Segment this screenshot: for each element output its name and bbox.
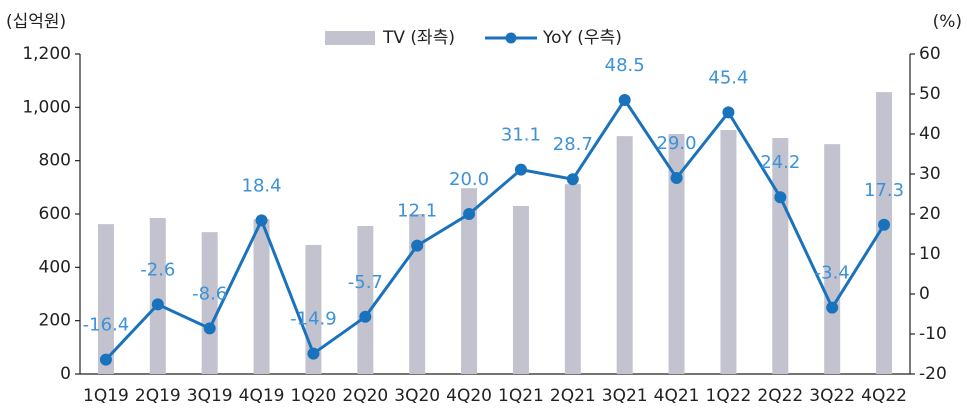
marker	[359, 310, 372, 323]
x-tick-label: 3Q22	[809, 386, 855, 406]
y2-tick-label: 60	[919, 44, 941, 64]
marker	[463, 208, 476, 220]
data-label: 20.0	[449, 169, 489, 190]
bar	[720, 130, 737, 374]
x-tick-label: 2Q21	[550, 386, 596, 406]
y2-tick-label: 30	[919, 164, 941, 184]
y2-axis-label: (%)	[933, 12, 962, 32]
bar	[564, 184, 581, 374]
marker	[255, 214, 268, 227]
y-tick-label: 200	[39, 311, 71, 331]
y-tick-label: 600	[39, 204, 71, 224]
data-label: 45.4	[708, 67, 748, 88]
data-label: 12.1	[397, 201, 437, 222]
bar	[824, 144, 841, 374]
marker	[670, 172, 683, 184]
data-label: 18.4	[242, 175, 282, 196]
y-tick-label: 800	[39, 151, 71, 171]
x-tick-label: 1Q19	[83, 386, 129, 406]
x-tick-label: 1Q20	[291, 386, 337, 406]
bar	[772, 138, 789, 374]
data-label: 24.2	[760, 152, 800, 173]
bar	[668, 134, 685, 374]
y-tick-label: 1,200	[22, 44, 71, 64]
marker	[618, 94, 631, 106]
y2-tick-label: 50	[919, 84, 941, 104]
legend-label: YoY (우측)	[542, 28, 622, 48]
x-tick-label: 2Q20	[342, 386, 388, 406]
data-label: -14.9	[290, 309, 337, 330]
bar	[409, 214, 426, 374]
x-tick-label: 4Q19	[239, 386, 285, 406]
data-label: 48.5	[605, 55, 645, 76]
legend-label: TV (좌측)	[382, 28, 455, 48]
y2-tick-label: 40	[919, 124, 941, 144]
marker	[99, 353, 112, 366]
y2-tick-label: 20	[919, 204, 941, 224]
marker	[411, 239, 424, 252]
marker	[514, 163, 527, 176]
bar	[149, 218, 166, 374]
bar	[253, 219, 270, 374]
x-tick-label: 3Q20	[394, 386, 440, 406]
x-tick-label: 4Q21	[654, 386, 700, 406]
data-label: 28.7	[553, 134, 593, 155]
y-tick-label: 400	[39, 257, 71, 277]
bar	[461, 188, 478, 374]
y2-tick-label: 0	[919, 284, 930, 304]
marker	[307, 347, 320, 360]
marker	[722, 106, 735, 119]
bar	[876, 92, 893, 374]
data-label: 31.1	[501, 125, 541, 146]
marker	[826, 301, 839, 314]
marker	[878, 218, 891, 231]
marker	[203, 322, 216, 335]
x-tick-label: 3Q21	[602, 386, 648, 406]
data-label: 29.0	[657, 133, 697, 154]
line	[104, 97, 886, 361]
x-tick-label: 2Q22	[757, 386, 803, 406]
x-tick-label: 1Q22	[706, 386, 752, 406]
y2-tick-label: 10	[919, 244, 941, 264]
bar	[357, 226, 374, 374]
y-axis-label: (십억원)	[6, 12, 66, 32]
marker	[151, 298, 164, 311]
data-label: -5.7	[348, 272, 383, 293]
y-tick-label: 0	[60, 364, 71, 384]
marker	[774, 191, 787, 204]
bar	[616, 136, 633, 374]
legend-swatch	[325, 31, 375, 45]
x-tick-label: 1Q21	[498, 386, 544, 406]
y2-tick-label: -20	[919, 364, 947, 384]
data-label: -16.4	[83, 315, 130, 336]
bar	[97, 224, 114, 374]
legend-marker	[505, 32, 517, 44]
data-label: 17.3	[864, 180, 904, 201]
x-tick-label: 4Q22	[861, 386, 907, 406]
data-label: -8.6	[192, 283, 227, 304]
x-tick-label: 2Q19	[135, 386, 181, 406]
marker	[566, 173, 579, 186]
bar	[201, 232, 218, 374]
x-tick-label: 4Q20	[446, 386, 492, 406]
bar	[512, 206, 529, 374]
data-label: -2.6	[140, 259, 175, 280]
data-label: -3.4	[815, 263, 850, 284]
y2-tick-label: -10	[919, 324, 947, 344]
x-tick-label: 3Q19	[187, 386, 233, 406]
y-tick-label: 1,000	[22, 97, 71, 117]
